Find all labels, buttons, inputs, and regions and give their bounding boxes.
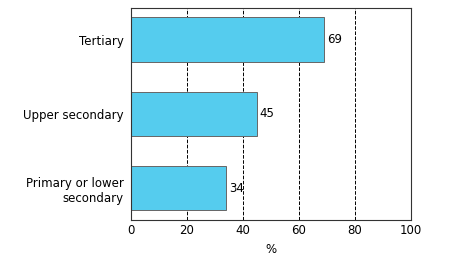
Text: 45: 45 [260, 107, 275, 120]
X-axis label: %: % [265, 243, 276, 256]
Text: 69: 69 [327, 33, 342, 46]
Bar [131, 166, 226, 211]
Text: 34: 34 [229, 182, 244, 195]
Bar [131, 17, 324, 62]
Bar [131, 92, 257, 136]
